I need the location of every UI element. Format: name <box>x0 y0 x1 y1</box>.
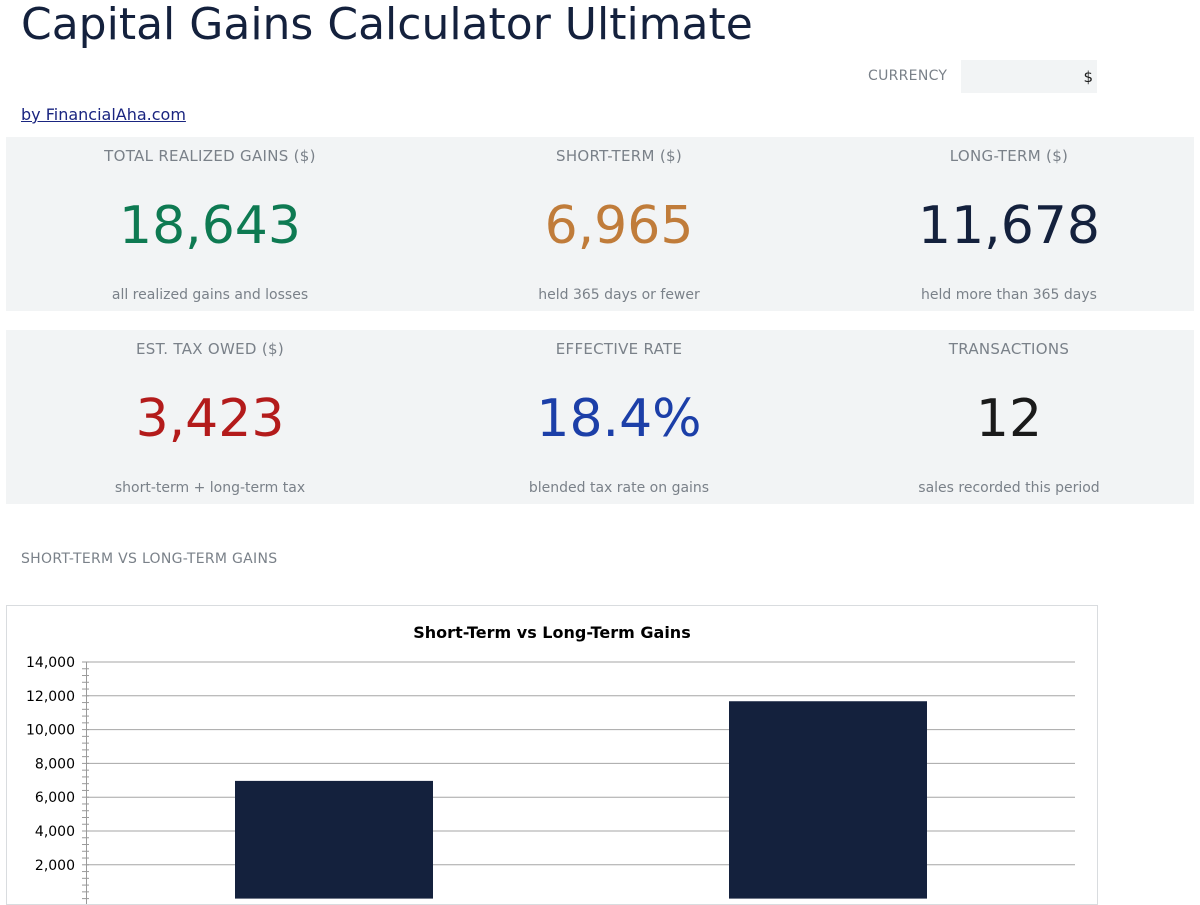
y-tick-label: 8,000 <box>35 756 75 772</box>
chart-y-axis: 2,000 4,000 6,000 8,000 10,000 12,000 14,000 <box>26 655 89 904</box>
kpi-value: 18,643 <box>119 196 301 256</box>
kpi-label: EST. TAX OWED ($) <box>135 340 284 358</box>
gains-chart: Short-Term vs Long-Term Gains 2,000 4,000… <box>6 605 1098 905</box>
kpi-subtitle: held 365 days or fewer <box>538 287 700 303</box>
chart-bar <box>235 780 433 899</box>
kpi-label: SHORT-TERM ($) <box>556 147 682 165</box>
kpi-value: 3,423 <box>135 389 285 449</box>
y-tick-label: 12,000 <box>26 689 75 705</box>
kpi-subtitle: sales recorded this period <box>918 480 1100 496</box>
kpi-label: TOTAL REALIZED GAINS ($) <box>104 147 316 165</box>
kpi-value: 12 <box>975 389 1043 449</box>
kpi-effective-rate: EFFECTIVE RATE 18.4% blended tax rate on… <box>422 330 816 504</box>
chart-bars <box>235 701 927 899</box>
currency-input[interactable] <box>961 60 1097 93</box>
kpi-subtitle: all realized gains and losses <box>111 287 309 303</box>
kpi-row-1: TOTAL REALIZED GAINS ($) 18,643 all real… <box>6 137 1194 311</box>
kpi-long-term: LONG-TERM ($) 11,678 held more than 365 … <box>812 137 1200 311</box>
currency-label: CURRENCY <box>868 68 948 84</box>
chart-bar <box>729 701 927 899</box>
kpi-row-2: EST. TAX OWED ($) 3,423 short-term + lon… <box>6 330 1194 504</box>
brand-link[interactable]: by FinancialAha.com <box>21 105 186 124</box>
y-tick-label: 4,000 <box>35 824 75 840</box>
kpi-subtitle: held more than 365 days <box>921 287 1097 303</box>
kpi-subtitle: blended tax rate on gains <box>528 480 710 496</box>
kpi-label: EFFECTIVE RATE <box>555 340 683 358</box>
kpi-label: TRANSACTIONS <box>948 340 1070 358</box>
kpi-subtitle: short-term + long-term tax <box>114 480 306 496</box>
y-tick-label: 6,000 <box>35 790 75 806</box>
y-tick-label: 10,000 <box>26 723 75 739</box>
kpi-transactions: TRANSACTIONS 12 sales recorded this peri… <box>812 330 1200 504</box>
y-tick-label: 14,000 <box>26 655 75 671</box>
section-title: SHORT-TERM VS LONG-TERM GAINS <box>21 551 278 567</box>
page-title: Capital Gains Calculator Ultimate <box>21 0 753 50</box>
kpi-short-term: SHORT-TERM ($) 6,965 held 365 days or fe… <box>422 137 816 311</box>
kpi-total-realized-gains: TOTAL REALIZED GAINS ($) 18,643 all real… <box>13 137 407 311</box>
kpi-est-tax-owed: EST. TAX OWED ($) 3,423 short-term + lon… <box>13 330 407 504</box>
kpi-value: 6,965 <box>544 196 694 256</box>
kpi-label: LONG-TERM ($) <box>949 147 1069 165</box>
kpi-value: 11,678 <box>918 196 1100 256</box>
chart-title: Short-Term vs Long-Term Gains <box>413 623 690 642</box>
gains-chart-svg: Short-Term vs Long-Term Gains 2,000 4,000… <box>26 623 1075 904</box>
kpi-value: 18.4% <box>536 389 702 449</box>
y-tick-label: 2,000 <box>35 858 75 874</box>
